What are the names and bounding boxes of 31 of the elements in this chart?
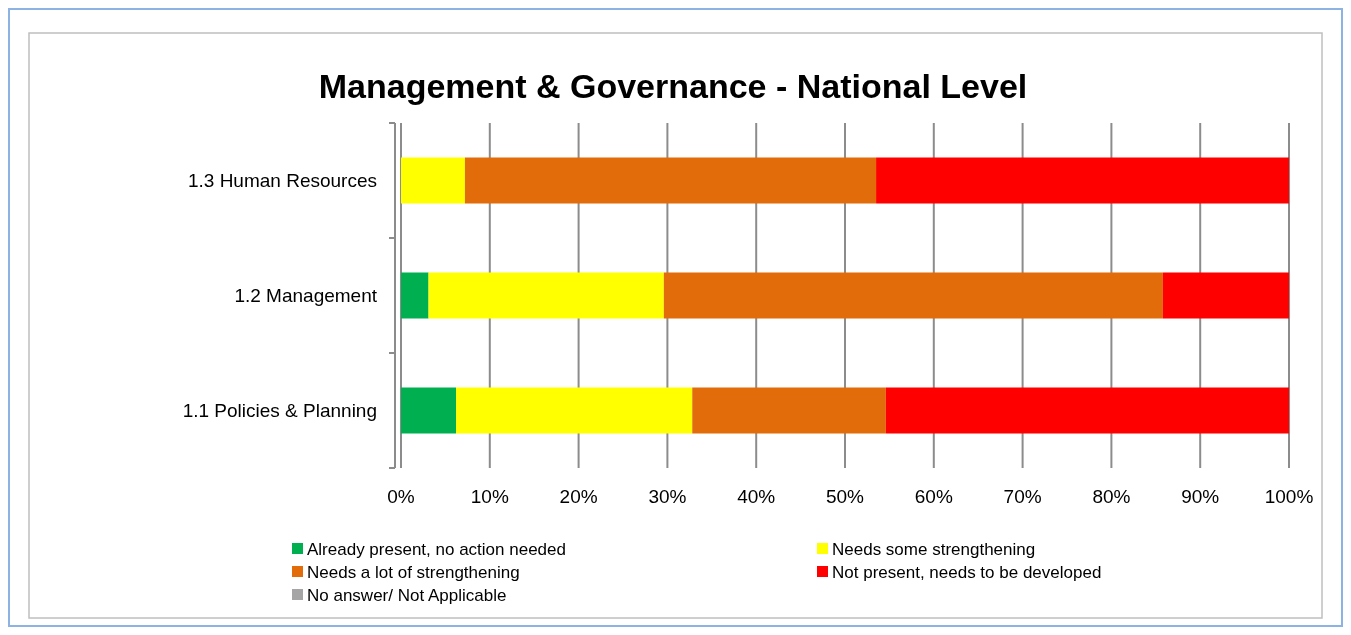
bar bbox=[401, 157, 465, 204]
x-tick-label: 20% bbox=[559, 486, 598, 507]
x-tick-label: 60% bbox=[914, 486, 953, 507]
legend-label: No answer/ Not Applicable bbox=[307, 585, 507, 605]
x-tick-label: 90% bbox=[1181, 486, 1220, 507]
x-tick-label: 40% bbox=[737, 486, 776, 507]
bar bbox=[876, 157, 1289, 204]
bar bbox=[401, 272, 429, 319]
chart-title: Management & Governance - National Level bbox=[318, 67, 1028, 105]
legend-label: Already present, no action needed bbox=[307, 539, 566, 559]
y-tick-label: 1.3 Human Resources bbox=[187, 170, 377, 192]
legend-label: Needs a lot of strengthening bbox=[307, 562, 520, 582]
bar bbox=[1162, 272, 1289, 319]
x-tick-label: 50% bbox=[825, 486, 865, 507]
bar bbox=[692, 387, 886, 434]
bar bbox=[401, 387, 457, 434]
bar bbox=[885, 387, 1289, 434]
x-tick-label: 80% bbox=[1092, 486, 1131, 507]
bar bbox=[663, 272, 1163, 319]
x-tick-label: 10% bbox=[470, 486, 509, 507]
x-tick-label: 70% bbox=[1003, 486, 1042, 507]
bar bbox=[456, 387, 693, 434]
x-tick-label: 30% bbox=[648, 486, 687, 507]
x-tick-label: 0% bbox=[387, 486, 415, 507]
x-tick-label: 100% bbox=[1264, 486, 1314, 507]
y-tick-label: 1.1 Policies & Planning bbox=[182, 400, 377, 422]
bar bbox=[428, 272, 664, 319]
bar bbox=[464, 157, 877, 204]
legend-label: Not present, needs to be developed bbox=[832, 562, 1102, 582]
legend-label: Needs some strengthening bbox=[832, 539, 1036, 559]
y-tick-label: 1.2 Management bbox=[234, 285, 378, 307]
